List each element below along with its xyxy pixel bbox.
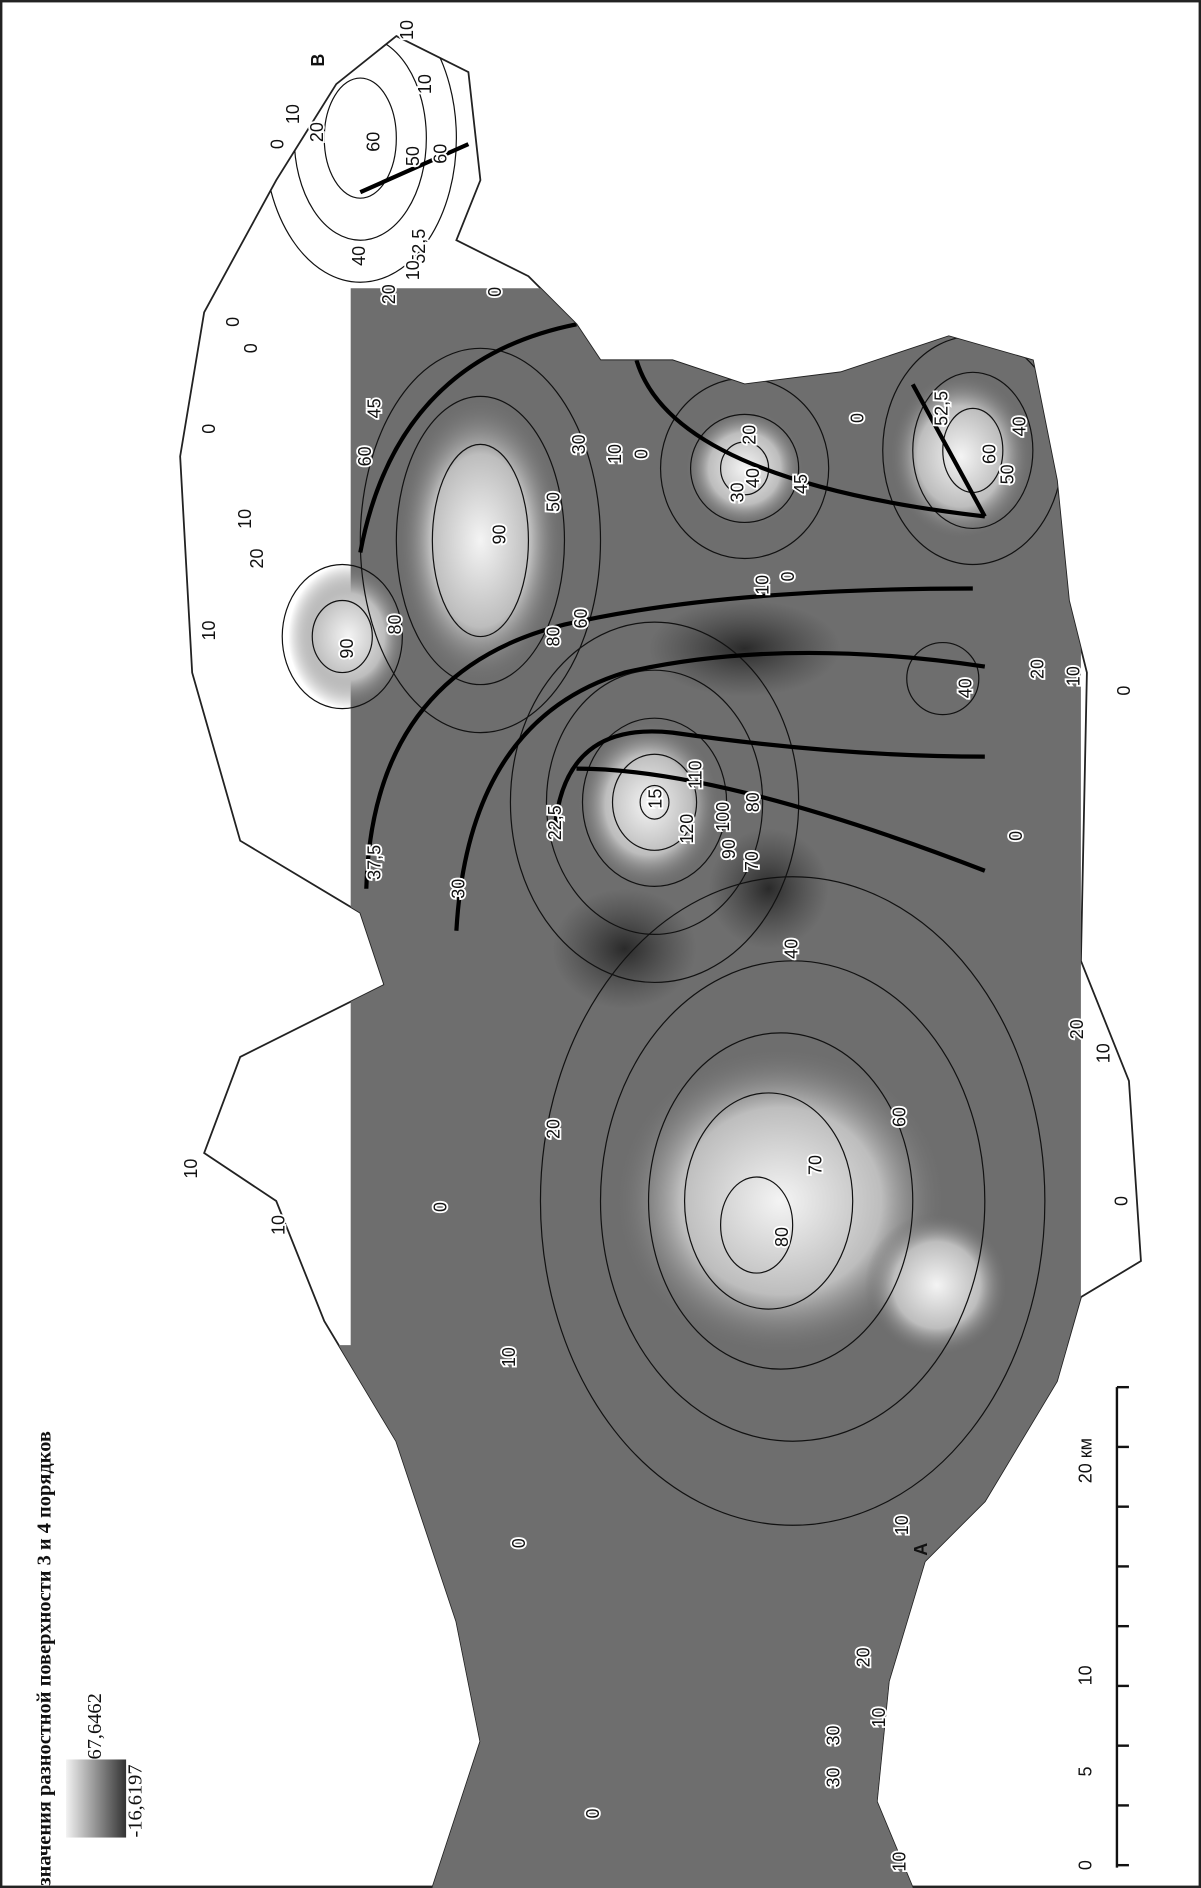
contour-label: 0 (847, 413, 867, 423)
contour-label: 0 (199, 424, 219, 434)
contour-label: 0 (267, 139, 287, 149)
contour-label: 10 (397, 20, 417, 40)
contour-label: 10 (605, 444, 625, 464)
contour-label: 0 (778, 571, 798, 581)
contour-label: 10 (499, 1347, 519, 1367)
contour-label: 0 (485, 287, 505, 297)
contour-label: 0 (1006, 831, 1026, 841)
contour-label: 60 (355, 446, 375, 466)
contour-label: 90 (337, 639, 357, 659)
contour-label: 70 (742, 851, 762, 871)
contour-label: 80 (544, 627, 564, 647)
contour-label: 50 (998, 464, 1018, 484)
contour-label: 0 (431, 1202, 451, 1212)
contour-label: 10 (892, 1515, 912, 1535)
contour-label: 20 (379, 284, 399, 304)
contour-label: 0 (583, 1809, 603, 1819)
contour-label: 0 (241, 343, 261, 353)
contour-label: 10 (1094, 1043, 1114, 1063)
contour-label: 30 (823, 1725, 843, 1745)
contour-label: 10 (890, 1852, 910, 1872)
contour-label: 20 (544, 1119, 564, 1139)
contour-label: 80 (743, 792, 763, 812)
contour-label: 10 (403, 260, 423, 280)
contour-label: 60 (571, 609, 591, 629)
contour-label: 40 (743, 468, 763, 488)
contour-label: 10 (753, 575, 773, 595)
contour-label: 20 (853, 1647, 873, 1667)
contour-label: 45 (365, 398, 385, 418)
contour-label: 10 (415, 74, 435, 94)
scale-label: 0 (1076, 1860, 1096, 1870)
contour-label: 10 (199, 621, 219, 641)
contour-label: 30 (823, 1767, 843, 1787)
contour-label: 52,5 (932, 391, 952, 426)
contour-label: 40 (781, 939, 801, 959)
contour-label: 30 (727, 482, 747, 502)
legend: значения разностной поверхности 3 и 4 по… (33, 1431, 146, 1886)
contour-label: 37,5 (365, 845, 385, 880)
contour-label: 90 (490, 524, 510, 544)
contour-label: 10 (869, 1707, 889, 1727)
contour-label: 40 (1010, 416, 1030, 436)
contour-label: 60 (980, 444, 1000, 464)
contour-label: 20 (307, 122, 327, 142)
scale-label: 10 (1076, 1665, 1096, 1685)
scale-label: 20 км (1076, 1438, 1096, 1483)
contour-label: 22,5 (545, 805, 565, 840)
contour-label: 50 (544, 492, 564, 512)
contour-label: 70 (805, 1155, 825, 1175)
contour-label: 30 (569, 434, 589, 454)
contour-label: 10 (235, 509, 255, 529)
legend-colorbar (66, 1759, 127, 1838)
scale-label: 5 (1076, 1766, 1096, 1776)
contour-label: 10 (269, 1215, 289, 1235)
contour-label: 15 (646, 789, 666, 809)
contour-label: 60 (890, 1107, 910, 1127)
contour-label: 80 (385, 615, 405, 635)
contour-label: 20 (1067, 1019, 1087, 1039)
contour-label: 20 (1028, 659, 1048, 679)
legend-title: значения разностной поверхности 3 и 4 по… (33, 1431, 55, 1886)
contour-label: 45 (791, 474, 811, 494)
contour-label: 52,5 (409, 229, 429, 264)
legend-max: 67,6462 (84, 1693, 106, 1759)
contour-label: 40 (349, 246, 369, 266)
contour-label: 60 (363, 132, 383, 152)
contour-label: 10 (1064, 666, 1084, 686)
contour-label: 30 (449, 879, 469, 899)
contour-label: 40 (956, 678, 976, 698)
contour-label: 0 (509, 1538, 529, 1548)
contour-label: 100 (713, 802, 733, 832)
contour-label: 80 (772, 1227, 792, 1247)
profile-point: А (911, 1543, 931, 1556)
contour-label: 10 (181, 1159, 201, 1179)
contour-label: 20 (247, 548, 267, 568)
contour-label: 0 (1114, 686, 1134, 696)
contour-label: 60 (431, 144, 451, 164)
contour-label: 90 (719, 839, 739, 859)
contour-label: 10 (283, 104, 303, 124)
contour-label: 120 (677, 814, 697, 844)
profile-point: В (308, 54, 328, 67)
contour-label: 0 (1112, 1196, 1132, 1206)
contour-label: 0 (631, 449, 651, 459)
contour-label: 50 (403, 146, 423, 166)
contour-label: 110 (685, 760, 705, 789)
scale-bar (1115, 1385, 1129, 1868)
contour-label: 0 (223, 317, 243, 327)
legend-min: -16,6197 (125, 1764, 147, 1837)
contour-label: 20 (739, 425, 759, 445)
